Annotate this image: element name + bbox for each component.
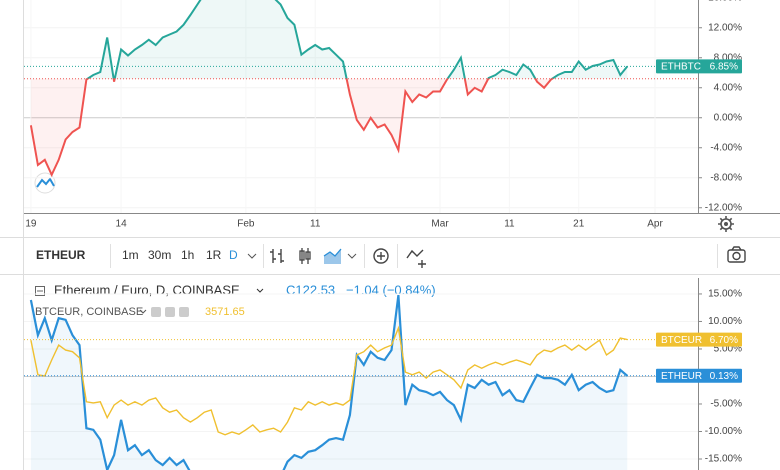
plot [29, 294, 629, 470]
plot [29, 0, 629, 178]
y-tick-label: 8.00% [714, 52, 742, 63]
bars-icon[interactable] [270, 249, 284, 263]
area [30, 295, 628, 470]
interval[interactable]: 1R [206, 248, 222, 262]
x-tick-label: 19 [25, 219, 37, 230]
symbol[interactable]: ETHEUR [36, 248, 86, 262]
line [29, 294, 629, 470]
compare-price: 3571.65 [205, 306, 245, 318]
y-tick-label: 0.00% [714, 112, 742, 123]
candles-icon[interactable] [299, 248, 311, 264]
y-tick-label: -10.00% [705, 426, 742, 437]
dropdown-icon[interactable] [347, 253, 357, 259]
dropdown-icon[interactable] [139, 309, 147, 314]
legend-buttons[interactable] [151, 307, 189, 317]
price-tag-name: ETHEUR [661, 371, 702, 382]
indicators-icon[interactable] [373, 248, 389, 264]
settings-icon[interactable] [718, 216, 734, 232]
area-icon[interactable] [323, 248, 342, 264]
y-tick-label: 16.00% [708, 0, 742, 3]
line [29, 0, 629, 178]
x-tick-label: 11 [310, 219, 321, 230]
area [30, 0, 628, 175]
interval[interactable]: 1m [122, 248, 139, 262]
dropdown-icon[interactable] [247, 253, 257, 259]
y-tick-label: -5.00% [710, 399, 742, 410]
price-tag-name: BTCEUR [661, 335, 702, 346]
y-tick-label: 5.00% [714, 344, 742, 355]
price-tag-value: 6.85% [710, 62, 738, 73]
price-tag [656, 368, 742, 383]
price-tag-value: 6.70% [710, 335, 738, 346]
price-tag [656, 332, 742, 347]
y-tick-label: 15.00% [708, 289, 742, 300]
legend-title: Ethereum / Euro, D, COINBASE [54, 282, 240, 297]
compare-icon[interactable] [406, 249, 426, 268]
interval[interactable]: 30m [148, 248, 171, 262]
close-value: C122.53 [286, 282, 335, 297]
change-value: −1.04 (−0.84%) [346, 282, 436, 297]
collapse-icon[interactable] [35, 286, 45, 296]
price-tag-name: ETHBTC [661, 62, 701, 73]
y-tick-label: -15.00% [705, 454, 742, 465]
interval[interactable]: 1h [181, 248, 194, 262]
dropdown-icon[interactable] [256, 288, 264, 293]
x-tick-label: 21 [573, 219, 585, 230]
x-tick-label: 11 [504, 219, 515, 230]
y-tick-label: -8.00% [710, 172, 742, 183]
x-tick-label: Apr [647, 219, 663, 230]
y-tick-label: 10.00% [708, 316, 742, 327]
price-tag [656, 59, 742, 74]
x-tick-label: Mar [431, 219, 449, 230]
interval[interactable]: D [229, 248, 238, 262]
y-tick-label: -12.00% [705, 202, 742, 213]
snapshot-icon[interactable] [727, 246, 746, 263]
x-tick-label: 14 [116, 219, 128, 230]
y-tick-label: 4.00% [714, 82, 742, 93]
y-tick-label: 12.00% [708, 22, 742, 33]
line [30, 325, 628, 436]
price-tag-value: 0.13% [710, 371, 738, 382]
compare-legend: BTCEUR, COINBASE [35, 306, 143, 318]
x-tick-label: Feb [237, 219, 255, 230]
y-tick-label: -4.00% [710, 142, 742, 153]
